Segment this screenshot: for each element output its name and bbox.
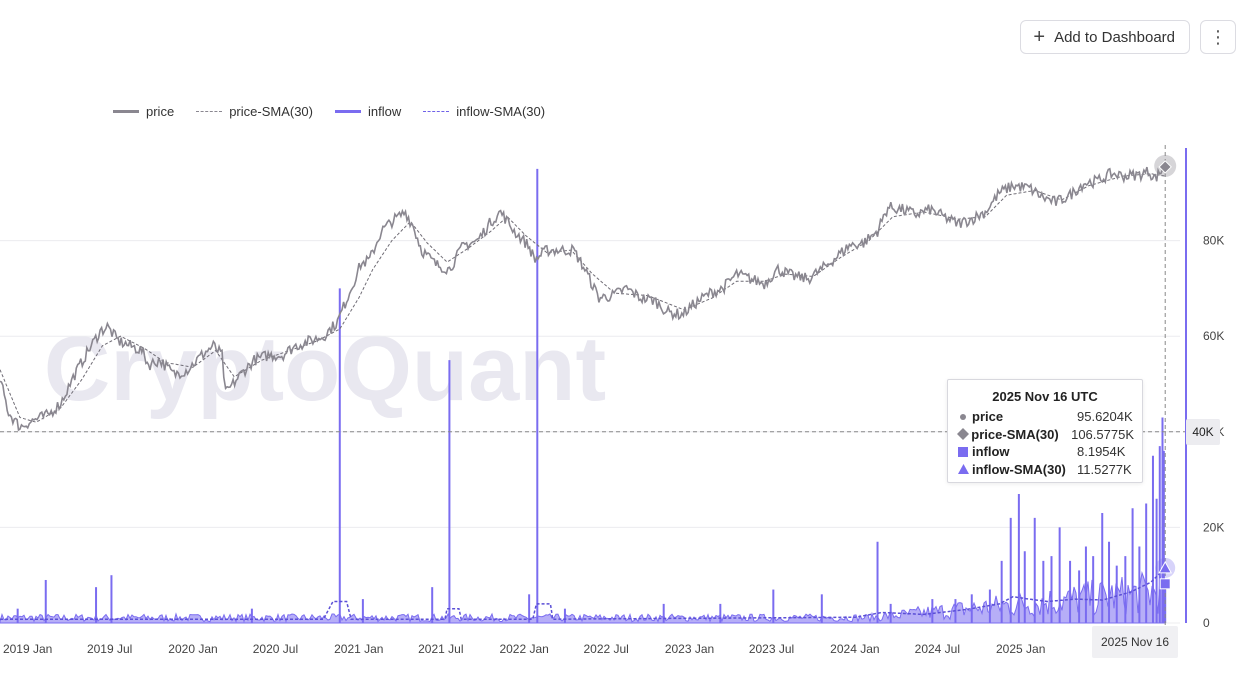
tooltip-row-inflow-sma: inflow-SMA(30) 11.5277K [956, 461, 1134, 479]
price-sma-marker [1158, 160, 1172, 174]
x-tick-label: 2019 Jul [87, 642, 132, 656]
toolbar: + Add to Dashboard ⋮ [1020, 20, 1236, 54]
tooltip-series-value: 95.6204K [1077, 409, 1133, 425]
crosshair-markers [1154, 154, 1177, 590]
tooltip-series-value: 106.5775K [1071, 426, 1134, 442]
tooltip-series-name: price-SMA(30) [971, 426, 1059, 442]
inflow-sma-marker [1158, 560, 1173, 574]
x-tick-label: 2024 Jan [830, 642, 879, 656]
circle-marker-icon [956, 413, 970, 421]
x-tick-label: 2023 Jan [665, 642, 714, 656]
y-tick-label: 20K [1203, 520, 1224, 534]
legend-swatch-inflow [334, 110, 361, 113]
y-tick-label: 60K [1203, 329, 1224, 343]
legend-item-price-sma[interactable]: price-SMA(30) [196, 104, 313, 119]
plus-icon: + [1033, 26, 1046, 48]
y-axis: 0 20K 40K 60K 80K [1185, 148, 1224, 630]
crosshair-x-label: 2025 Nov 16 [1092, 626, 1178, 658]
chart-tooltip: 2025 Nov 16 UTC price 95.6204K price-SMA… [947, 379, 1143, 483]
tooltip-title: 2025 Nov 16 UTC [992, 389, 1098, 404]
x-tick-label: 2020 Jul [253, 642, 298, 656]
legend-label-price-sma: price-SMA(30) [229, 104, 313, 119]
square-marker-icon [956, 446, 970, 457]
legend-swatch-price-sma [196, 111, 223, 112]
legend-label-inflow-sma: inflow-SMA(30) [456, 104, 546, 119]
x-axis: 2019 Jan 2019 Jul 2020 Jan 2020 Jul 2021 Jan… [3, 642, 1045, 656]
price-sma-series [0, 173, 1166, 423]
tooltip-series-name: inflow [972, 444, 1010, 460]
x-tick-label: 2024 Jul [915, 642, 960, 656]
tooltip-series-name: inflow-SMA(30) [972, 461, 1066, 477]
y-tick-label: 80K [1203, 234, 1224, 248]
more-vertical-icon: ⋮ [1209, 26, 1227, 47]
x-tick-label: 2025 Jan [996, 642, 1045, 656]
chart-legend: price price-SMA(30) inflow inflow-SMA(30… [113, 104, 545, 119]
more-options-button[interactable]: ⋮ [1200, 20, 1236, 54]
tooltip-series-name: price [972, 409, 1004, 425]
x-tick-label: 2022 Jul [583, 642, 628, 656]
add-to-dashboard-button[interactable]: + Add to Dashboard [1020, 20, 1190, 54]
legend-label-inflow: inflow [367, 104, 402, 119]
tooltip-series-value: 8.1954K [1077, 444, 1126, 460]
x-tick-label: 2021 Jul [418, 642, 463, 656]
legend-item-inflow-sma[interactable]: inflow-SMA(30) [423, 104, 545, 119]
x-tick-label: 2020 Jan [168, 642, 217, 656]
crosshair-y-label: 40K [1186, 419, 1220, 445]
triangle-marker-icon [956, 464, 970, 475]
x-tick-label: 2021 Jan [334, 642, 383, 656]
legend-item-price[interactable]: price [113, 104, 174, 119]
x-tick-label: 2023 Jul [749, 642, 794, 656]
tooltip-row-price-sma: price-SMA(30) 106.5775K [956, 426, 1134, 444]
inflow-baseline [0, 569, 1166, 624]
diamond-marker-icon [956, 428, 969, 441]
price-series [0, 165, 1166, 432]
legend-item-inflow[interactable]: inflow [334, 104, 402, 119]
tooltip-series-value: 11.5277K [1077, 461, 1132, 477]
add-to-dashboard-label: Add to Dashboard [1054, 28, 1175, 46]
watermark-text: CryptoQuant [44, 318, 606, 420]
inflow-sma-series [0, 567, 1166, 620]
x-tick-label: 2022 Jan [499, 642, 548, 656]
y-tick-label: 0 [1203, 616, 1210, 630]
legend-swatch-inflow-sma [423, 111, 450, 112]
inflow-marker [1159, 578, 1171, 590]
tooltip-row-inflow: inflow 8.1954K [956, 443, 1134, 461]
x-tick-label: 2019 Jan [3, 642, 52, 656]
legend-label-price: price [146, 104, 175, 119]
legend-swatch-price [113, 110, 139, 113]
tooltip-row-price: price 95.6204K [956, 408, 1134, 426]
